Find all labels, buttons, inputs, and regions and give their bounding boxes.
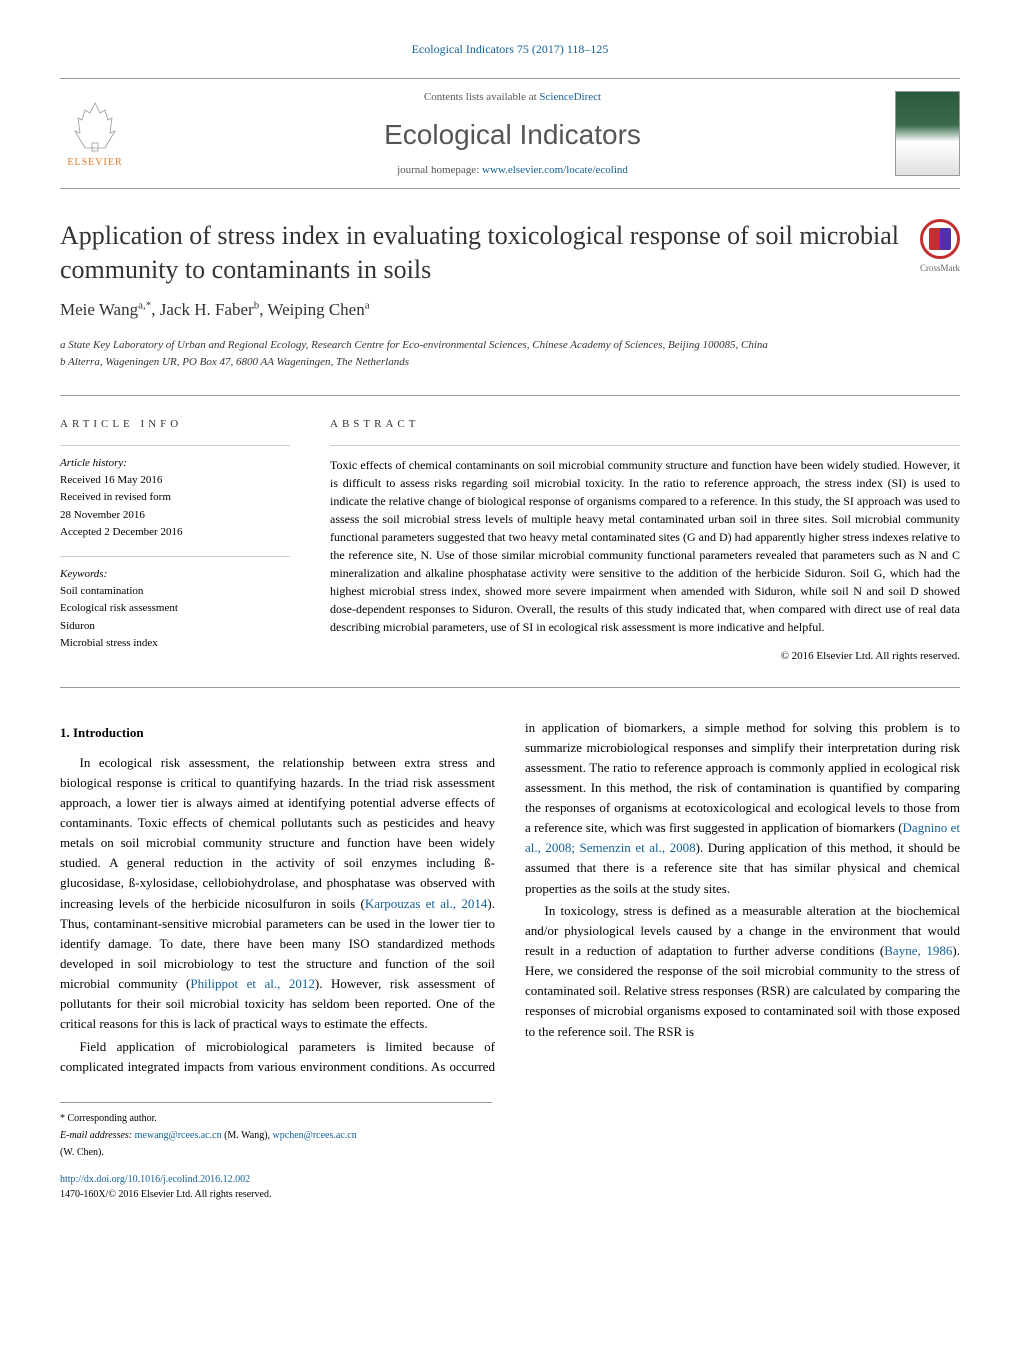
history-line: Accepted 2 December 2016 [60, 525, 290, 540]
journal-cover-thumbnail [895, 91, 960, 176]
authors: Meie Wanga,*, Jack H. Faberb, Weiping Ch… [60, 297, 960, 323]
citation-link[interactable]: Karpouzas et al., 2014 [365, 896, 488, 911]
crossmark-icon [920, 219, 960, 259]
issn-copyright: 1470-160X/© 2016 Elsevier Ltd. All right… [60, 1187, 960, 1202]
journal-citation-header: Ecological Indicators 75 (2017) 118–125 [60, 40, 960, 58]
article-history-block: Article history: Received 16 May 2016 Re… [60, 445, 290, 541]
keyword: Microbial stress index [60, 636, 290, 651]
elsevier-tree-icon [70, 98, 120, 153]
body-paragraph: In ecological risk assessment, the relat… [60, 753, 495, 1035]
email-link[interactable]: mewang@rcees.ac.cn [135, 1130, 222, 1141]
citation-link[interactable]: Bayne, 1986 [884, 943, 952, 958]
keyword: Ecological risk assessment [60, 601, 290, 616]
homepage-line: journal homepage: www.elsevier.com/locat… [130, 162, 895, 179]
homepage-label: journal homepage: [397, 164, 482, 176]
body-text: 1. Introduction In ecological risk asses… [60, 718, 960, 1077]
email-name: (W. Chen). [60, 1145, 492, 1160]
keyword: Soil contamination [60, 584, 290, 599]
abstract-copyright: © 2016 Elsevier Ltd. All rights reserved… [330, 648, 960, 665]
abstract-heading: ABSTRACT [330, 416, 960, 433]
article-info-panel: ARTICLE INFO Article history: Received 1… [60, 416, 290, 666]
title-row: Application of stress index in evaluatin… [60, 219, 960, 287]
email-link[interactable]: wpchen@rcees.ac.cn [273, 1130, 357, 1141]
keywords-block: Keywords: Soil contamination Ecological … [60, 556, 290, 652]
abstract-panel: ABSTRACT Toxic effects of chemical conta… [330, 416, 960, 666]
affiliations: a State Key Laboratory of Urban and Regi… [60, 337, 960, 370]
journal-name: Ecological Indicators [130, 114, 895, 156]
history-line: 28 November 2016 [60, 508, 290, 523]
corresponding-author-footnote: * Corresponding author. E-mail addresses… [60, 1102, 492, 1160]
banner-center: Contents lists available at ScienceDirec… [130, 89, 895, 178]
affiliation-b: b Alterra, Wageningen UR, PO Box 47, 680… [60, 354, 960, 371]
top-banner: ELSEVIER Contents lists available at Sci… [60, 78, 960, 189]
history-line: Received in revised form [60, 490, 290, 505]
keywords-label: Keywords: [60, 567, 290, 582]
info-abstract-row: ARTICLE INFO Article history: Received 1… [60, 395, 960, 687]
keyword: Siduron [60, 619, 290, 634]
citation-link[interactable]: Philippot et al., 2012 [190, 976, 314, 991]
article-info-heading: ARTICLE INFO [60, 416, 290, 433]
history-line: Received 16 May 2016 [60, 473, 290, 488]
section-heading-intro: 1. Introduction [60, 723, 495, 743]
publisher-logo: ELSEVIER [60, 94, 130, 174]
homepage-link[interactable]: www.elsevier.com/locate/ecolind [482, 164, 628, 176]
abstract-text: Toxic effects of chemical contaminants o… [330, 445, 960, 636]
affiliation-a: a State Key Laboratory of Urban and Regi… [60, 337, 960, 354]
history-label: Article history: [60, 456, 290, 471]
contents-text: Contents lists available at [424, 91, 539, 103]
article-title: Application of stress index in evaluatin… [60, 219, 920, 287]
sciencedirect-link[interactable]: ScienceDirect [539, 91, 601, 103]
doi-block: http://dx.doi.org/10.1016/j.ecolind.2016… [60, 1172, 960, 1202]
email-line: E-mail addresses: mewang@rcees.ac.cn (M.… [60, 1128, 492, 1143]
publisher-name: ELSEVIER [67, 155, 122, 170]
corresponding-label: * Corresponding author. [60, 1111, 492, 1126]
crossmark-badge[interactable]: CrossMark [920, 219, 960, 276]
crossmark-label: CrossMark [920, 262, 960, 276]
doi-link[interactable]: http://dx.doi.org/10.1016/j.ecolind.2016… [60, 1174, 250, 1185]
contents-line: Contents lists available at ScienceDirec… [130, 89, 895, 106]
body-paragraph: In toxicology, stress is defined as a me… [525, 901, 960, 1042]
